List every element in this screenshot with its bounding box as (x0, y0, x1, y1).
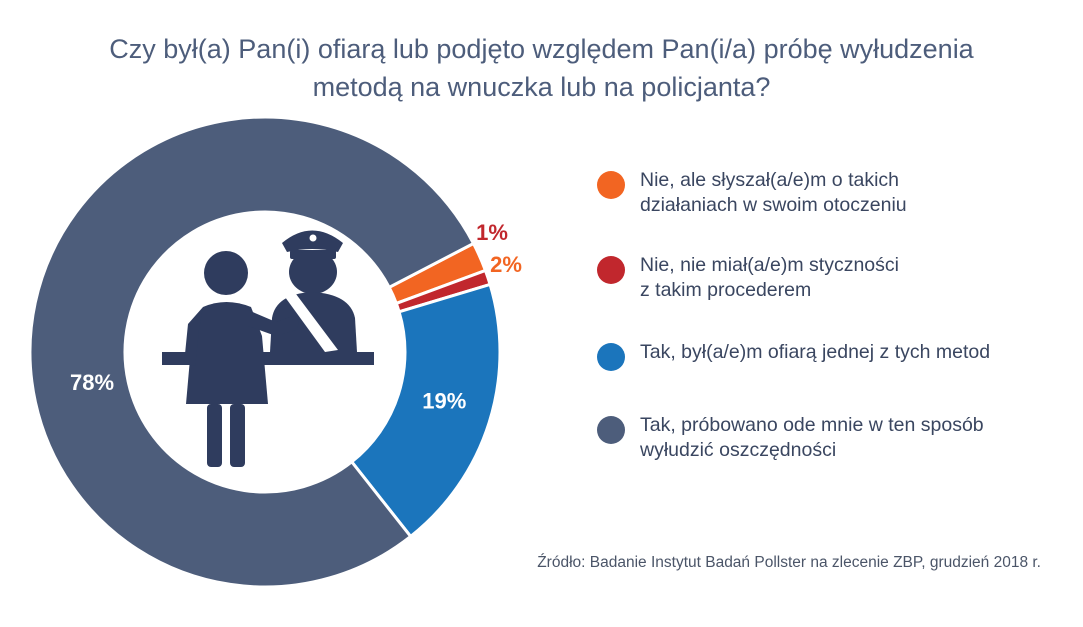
legend-item: Tak, był(a/e)m ofiarą jednej z tych meto… (597, 340, 991, 371)
donut-slice (28, 115, 476, 589)
legend-item: Tak, próbowano ode mnie w ten sposób wył… (597, 413, 984, 463)
slice-label: 19% (422, 389, 466, 414)
slice-label: 1% (476, 220, 508, 245)
donut-slice (349, 282, 502, 539)
chart-title: Czy był(a) Pan(i) ofiarą lub podjęto wzg… (40, 30, 1043, 106)
legend-item: Nie, nie miał(a/e)m styczności z takim p… (597, 253, 899, 303)
woman-and-police-officer-icon (162, 230, 374, 467)
legend-label: Nie, ale słyszał(a/e)m o takich (640, 169, 900, 191)
legend-label: Nie, nie miał(a/e)m styczności (640, 254, 899, 276)
chart-title-line1: Czy był(a) Pan(i) ofiarą lub podjęto wzg… (109, 34, 974, 64)
legend-dot-navy (597, 416, 625, 444)
legend-label: wyłudzić oszczędności (640, 439, 837, 461)
legend-label: działaniach w swoim otoczeniu (640, 194, 907, 216)
legend-dot-orange (597, 171, 625, 199)
legend-dot-red (597, 256, 625, 284)
chart-title-line2: metodą na wnuczka lub na policjanta? (312, 72, 771, 102)
legend-label: z takim procederem (640, 279, 812, 301)
slice-label: 2% (490, 252, 522, 277)
slice-label: 78% (70, 370, 114, 395)
legend-dot-blue (597, 343, 625, 371)
legend-label: Tak, był(a/e)m ofiarą jednej z tych meto… (640, 341, 991, 363)
source-note: Źródło: Badanie Instytut Badań Pollster … (537, 554, 1041, 571)
legend-item: Nie, ale słyszał(a/e)m o takich działani… (597, 168, 907, 218)
legend-label: Tak, próbowano ode mnie w ten sposób (640, 414, 984, 436)
